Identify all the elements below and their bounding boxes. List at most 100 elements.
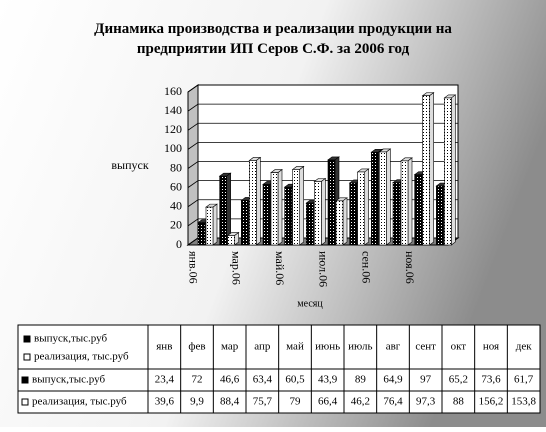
grid-line — [187, 84, 458, 93]
table-header: дек — [516, 341, 532, 353]
legend-label: выпуск,тыс.руб — [34, 333, 107, 345]
bar-front — [335, 200, 344, 246]
table-cell: 63,4 — [253, 374, 273, 386]
y-axis-label: выпуск — [111, 158, 148, 172]
bar — [335, 197, 348, 246]
x-tick-label: май.06 — [273, 251, 287, 285]
bar-front — [197, 222, 206, 246]
table-header: янв — [156, 341, 172, 353]
bar-front — [241, 200, 249, 246]
bar-side — [429, 92, 434, 246]
bar — [270, 169, 283, 246]
table-cell: 97 — [420, 374, 432, 386]
row-label: выпуск,тыс.руб — [32, 374, 105, 386]
grid-line — [187, 122, 458, 131]
table-header: июнь — [315, 341, 340, 353]
row-swatch — [21, 398, 29, 406]
x-axis-label: месяц — [297, 298, 323, 309]
table-header: окт — [451, 341, 467, 353]
bar — [443, 94, 457, 246]
bar-front — [444, 97, 452, 246]
table-header: май — [286, 341, 304, 353]
table-header: фев — [188, 341, 205, 353]
legend-swatch — [23, 353, 31, 361]
y-tick-label: 120 — [164, 122, 182, 136]
table-cell: 9,9 — [190, 396, 204, 408]
table-cell: 79 — [290, 396, 302, 408]
table-cell: 153,8 — [511, 396, 536, 408]
table-header: сент — [415, 341, 436, 353]
table-cell: 65,2 — [449, 374, 468, 386]
bar — [421, 92, 435, 246]
bar-side — [364, 168, 369, 246]
data-table: янв 23,4 39,6 фев 72 9,9 мар 46,6 88,4 апр 63,4 75,… — [17, 324, 541, 414]
table-cell: 88 — [453, 396, 465, 408]
table-cell: 46,6 — [220, 374, 240, 386]
bar-side — [299, 165, 304, 246]
table-cell: 97,3 — [416, 396, 436, 408]
grid-line — [187, 103, 458, 112]
bar-side — [342, 197, 348, 246]
bar — [313, 177, 327, 246]
bar-front — [436, 185, 444, 246]
table-header: ноя — [483, 341, 499, 353]
bar — [226, 231, 240, 246]
table-cell: 72 — [192, 374, 203, 386]
y-tick-label: 80 — [170, 160, 182, 174]
bar — [400, 157, 413, 246]
table-cell: 46,2 — [351, 396, 370, 408]
bar-front — [270, 172, 279, 246]
x-tick-label: июл.06 — [316, 251, 330, 287]
legend-label: реализация, тыс.руб — [34, 351, 129, 363]
bar-front — [422, 95, 430, 246]
y-tick-label: 60 — [170, 179, 182, 193]
x-tick-label: ноя.06 — [403, 251, 417, 284]
bar-side — [321, 177, 326, 246]
row-swatch — [21, 376, 29, 384]
bar — [378, 148, 392, 246]
bar — [291, 165, 305, 246]
grid-line — [187, 141, 458, 150]
x-tick-label: мар.06 — [230, 251, 244, 285]
bar-front — [379, 151, 387, 246]
bar-front — [400, 160, 409, 246]
chart-title: Динамика производства и реализации проду… — [94, 21, 452, 57]
bar-front — [249, 160, 257, 246]
x-tick-label: сен.06 — [360, 251, 374, 283]
bar-front — [284, 186, 292, 246]
table-cell: 75,7 — [253, 396, 273, 408]
legend-swatch — [23, 335, 31, 343]
y-tick-label: 160 — [164, 84, 182, 98]
bar-front — [414, 174, 422, 246]
bar — [248, 156, 262, 246]
bar-front — [219, 175, 227, 246]
table-header: июль — [348, 341, 372, 353]
bar-side — [277, 169, 283, 246]
y-tick-label: 140 — [164, 103, 182, 117]
bar-front — [392, 182, 401, 246]
bar-side — [407, 157, 413, 246]
bar-front — [292, 169, 300, 246]
row-label: реализация, тыс.руб — [32, 396, 127, 408]
table-cell: 39,6 — [155, 396, 175, 408]
bar — [218, 172, 232, 246]
table-cell: 73,6 — [481, 374, 501, 386]
table-cell: 89 — [355, 374, 367, 386]
y-tick-label: 20 — [170, 218, 182, 232]
table-header: авг — [386, 341, 401, 353]
y-tick-label: 100 — [164, 141, 182, 155]
bar-side — [256, 156, 261, 246]
bar-front — [227, 235, 235, 246]
table-cell: 64,9 — [383, 374, 403, 386]
bar-front — [205, 206, 214, 246]
x-tick-label: янв.06 — [186, 251, 200, 284]
y-tick-label: 0 — [176, 237, 182, 251]
table-cell: 61,7 — [514, 374, 534, 386]
table-cell: 23,4 — [155, 374, 175, 386]
bar-front — [371, 151, 379, 246]
bar-front — [349, 182, 357, 246]
bar-side — [386, 148, 391, 246]
bar-front — [357, 171, 365, 246]
table-header: апр — [254, 341, 271, 353]
